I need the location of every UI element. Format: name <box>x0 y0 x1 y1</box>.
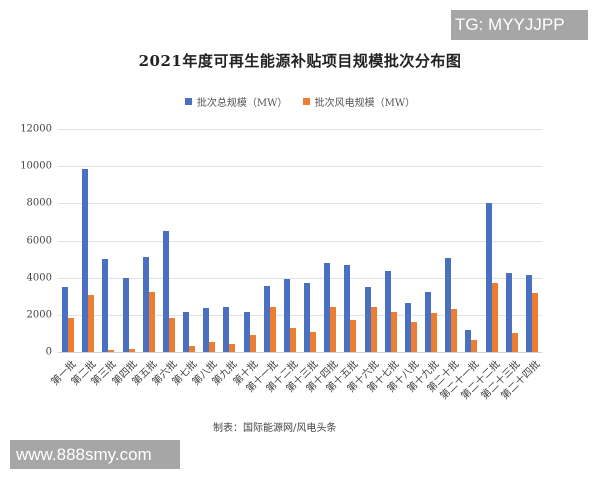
bar-wind <box>128 349 135 352</box>
bar-total <box>525 274 532 352</box>
gridline <box>58 314 542 316</box>
bar-total <box>485 203 492 352</box>
y-tick-label: 6000 <box>26 235 52 246</box>
y-tick-label: 4000 <box>26 272 52 284</box>
bar-total <box>62 286 68 352</box>
bar-total <box>445 258 452 352</box>
bar-wind <box>390 312 397 352</box>
bar-total <box>283 279 290 352</box>
chart-title: 2021年度可再生能源补贴项目规模批次分布图 <box>138 52 462 70</box>
bar-total <box>122 277 129 352</box>
bar-total <box>364 286 371 352</box>
plot-area <box>58 129 542 353</box>
bar-wind <box>310 331 316 352</box>
bar-total <box>384 271 391 352</box>
legend-swatch-blue-icon <box>184 98 192 105</box>
bar-total <box>465 329 472 352</box>
bar-wind <box>531 293 538 352</box>
bar-total <box>102 259 109 352</box>
bar-wind <box>229 344 236 352</box>
bar-total <box>82 168 89 352</box>
chart-source: 制表：国际能源网/风电头条 <box>213 423 337 434</box>
bar-wind <box>68 317 74 352</box>
bar-wind <box>148 291 155 352</box>
bar-total <box>425 291 431 352</box>
bar-wind <box>410 321 417 352</box>
bar-wind <box>189 346 195 352</box>
bar-wind <box>209 341 216 352</box>
bar-wind <box>431 312 437 352</box>
bar-wind <box>249 334 256 352</box>
bar-wind <box>370 307 377 352</box>
gridline <box>58 166 542 168</box>
bar-wind <box>168 317 175 352</box>
legend-item-wind: 批次风电规模（MW） <box>302 94 416 109</box>
bar-wind <box>108 350 115 352</box>
y-tick-label: 2000 <box>26 309 52 321</box>
bar-total <box>505 273 512 352</box>
chart-legend: 批次总规模（MW） 批次风电规模（MW） <box>0 94 600 109</box>
bar-wind <box>330 307 337 352</box>
gridline <box>58 352 542 353</box>
bar-total <box>263 286 270 352</box>
bar-wind <box>350 320 357 352</box>
y-tick-label: 8000 <box>26 197 52 209</box>
y-tick-label: 0 <box>45 346 52 358</box>
bar-wind <box>491 283 498 352</box>
bar-wind <box>269 307 276 352</box>
bar-total <box>243 312 250 352</box>
bar-total <box>142 257 149 352</box>
bar-wind <box>88 295 95 352</box>
gridline <box>58 129 542 130</box>
bar-total <box>183 312 189 352</box>
gridline <box>58 277 542 279</box>
bar-total <box>162 231 169 352</box>
bar-total <box>203 308 210 352</box>
legend-label-total: 批次总规模（MW） <box>196 98 288 109</box>
bar-wind <box>511 332 518 352</box>
bar-total <box>404 302 411 352</box>
bar-wind <box>471 339 478 352</box>
bar-total <box>324 263 331 352</box>
bar-total <box>344 265 351 352</box>
legend-swatch-orange-icon <box>302 98 310 105</box>
gridline <box>58 203 542 205</box>
bar-wind <box>289 327 296 352</box>
y-tick-label: 10000 <box>20 160 52 172</box>
legend-item-total: 批次总规模（MW） <box>184 94 288 109</box>
bar-total <box>304 283 310 352</box>
bar-wind <box>451 309 458 352</box>
watermark-tg: TG: MYYJJPP <box>451 10 588 40</box>
y-tick-label: 12000 <box>20 123 52 135</box>
gridline <box>58 240 542 242</box>
watermark-url: www.888smy.com <box>10 440 180 469</box>
bar-total <box>223 307 230 352</box>
legend-label-wind: 批次风电规模（MW） <box>314 98 416 109</box>
